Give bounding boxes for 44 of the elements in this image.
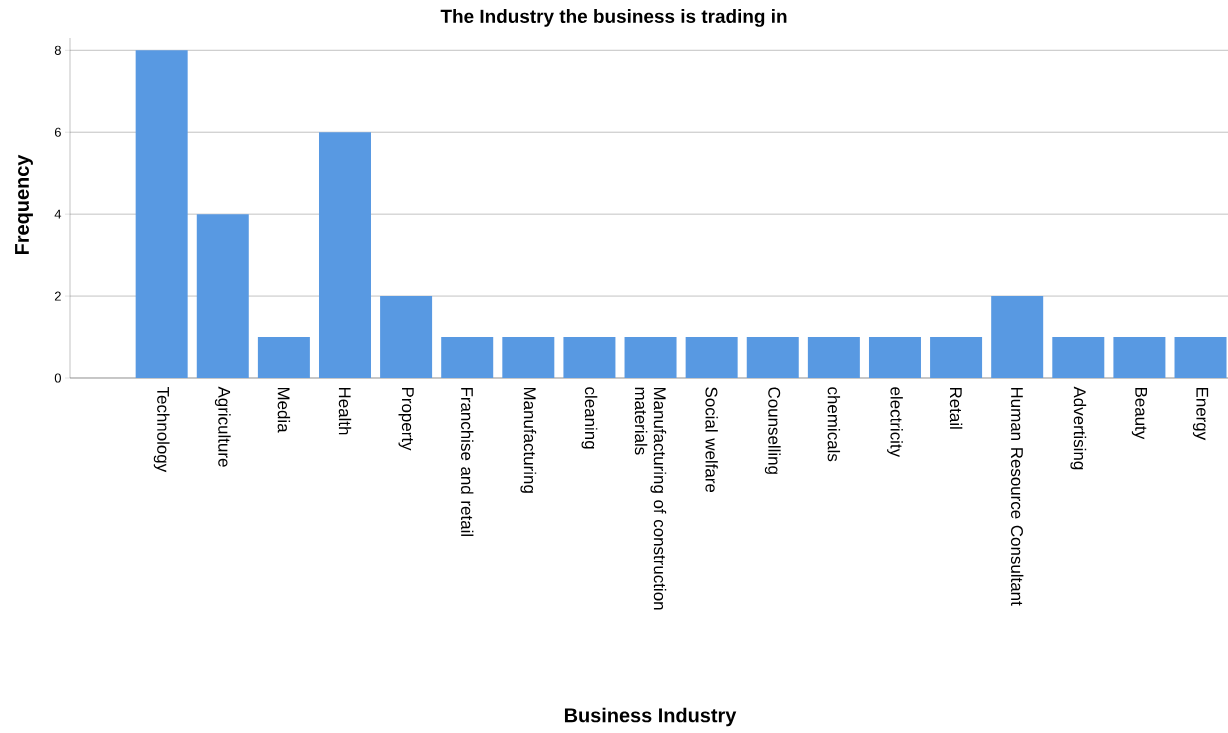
y-tick-label: 6 — [54, 127, 61, 137]
x-tick-label: Property — [398, 387, 414, 451]
x-tick-label: Social welfare — [705, 387, 718, 493]
y-tick-label: 0 — [54, 373, 61, 383]
y-tick-label: 8 — [54, 45, 61, 55]
x-tick-label: cleaning — [581, 387, 598, 449]
x-tick-label: Technology — [153, 386, 170, 473]
bar — [807, 337, 860, 378]
x-tick-label: electricity — [887, 387, 903, 458]
x-tick-label: Agriculture — [214, 386, 231, 467]
bar — [624, 337, 677, 378]
bar — [746, 337, 799, 378]
chart-title: The Industry the business is trading in — [440, 9, 787, 27]
x-tick-label: Human Resource Consultant — [1010, 387, 1024, 606]
x-tick-label: Beauty — [1131, 387, 1147, 440]
bar — [563, 337, 616, 378]
bar — [991, 296, 1044, 378]
y-tick-label: 2 — [54, 291, 61, 301]
x-tick-label: Manufacturing — [520, 387, 537, 493]
x-tick-label: Media — [277, 387, 291, 433]
bar — [502, 337, 555, 378]
bar — [196, 214, 249, 378]
bar — [1052, 337, 1105, 378]
bar — [930, 337, 983, 378]
bar — [868, 337, 921, 378]
x-tick-label: chemicals — [827, 387, 841, 462]
x-axis-title: Business Industry — [564, 707, 737, 727]
bar — [135, 50, 188, 378]
bar — [685, 337, 738, 378]
bar — [257, 337, 310, 378]
x-tick-label: Advertising — [1070, 386, 1087, 470]
bar — [441, 337, 494, 378]
x-tick-label: Energy — [1192, 387, 1209, 441]
bar — [1174, 337, 1227, 378]
x-tick-label: Health — [338, 387, 352, 435]
x-tick-label: Retail — [949, 387, 963, 429]
x-tick-label: Franchise and retail — [460, 387, 474, 536]
x-tick-label: Manufacturing of construction materials — [634, 387, 667, 610]
y-axis-title: Frequency — [15, 154, 33, 255]
bar — [1113, 337, 1166, 378]
bar — [380, 296, 433, 378]
y-tick-label: 4 — [54, 209, 62, 219]
bar — [318, 132, 371, 378]
x-tick-label: Counselling — [764, 387, 781, 474]
